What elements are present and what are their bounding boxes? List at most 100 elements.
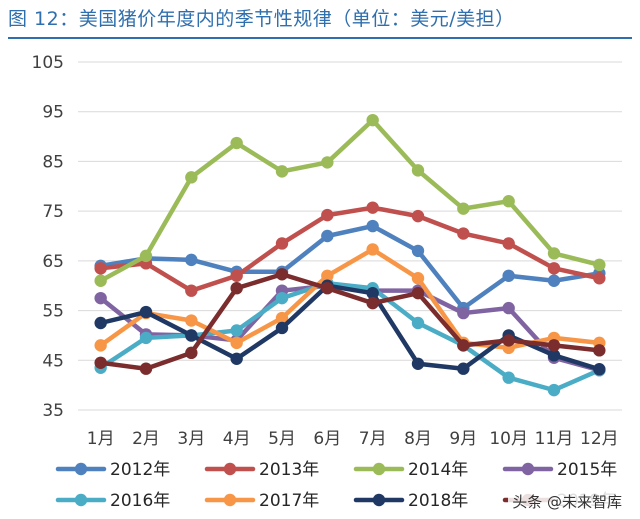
- x-tick-label: 4月: [223, 429, 251, 449]
- watermark: 头条 @未来智库: [508, 490, 626, 513]
- title-rule: [8, 37, 632, 39]
- series-line: [98, 223, 602, 311]
- data-point: [185, 284, 198, 297]
- y-axis-ticks: 35 45 55 65 75 85 95 105: [32, 53, 64, 421]
- data-point: [321, 208, 334, 222]
- legend-label: 2017年: [259, 491, 319, 511]
- data-point: [366, 296, 379, 310]
- data-point: [547, 262, 561, 275]
- data-point: [321, 156, 334, 169]
- data-point: [94, 291, 107, 305]
- data-point: [366, 219, 379, 233]
- data-point: [185, 314, 198, 327]
- data-point: [411, 286, 425, 300]
- legend-item: 2015年: [502, 460, 617, 480]
- x-axis-ticks: 1月 2月 3月 4月 5月 6月 7月 8月 9月 10月 11月 12月: [87, 429, 619, 449]
- legend-item: 2012年: [55, 460, 170, 480]
- data-point: [547, 247, 561, 260]
- data-point: [139, 362, 153, 375]
- series-2014年: [94, 113, 606, 287]
- data-point: [185, 253, 198, 267]
- data-point: [593, 344, 606, 357]
- x-tick-label: 11月: [535, 429, 574, 449]
- series-lines: [94, 113, 606, 397]
- data-point: [502, 371, 515, 384]
- data-point: [411, 244, 425, 258]
- data-point: [593, 272, 606, 285]
- y-tick-label: 65: [42, 252, 64, 272]
- data-point: [321, 229, 334, 243]
- data-point: [139, 249, 153, 263]
- data-point: [502, 334, 515, 347]
- data-point: [185, 171, 198, 184]
- legend-swatch-marker: [74, 493, 88, 507]
- data-point: [94, 339, 107, 352]
- legend-swatch-marker: [223, 462, 237, 476]
- data-point: [275, 311, 289, 325]
- data-point: [366, 286, 379, 300]
- data-point: [275, 291, 289, 305]
- legend-item: 2016年: [55, 491, 170, 511]
- data-point: [366, 113, 379, 127]
- legend-swatch-marker: [223, 493, 237, 507]
- data-point: [94, 356, 107, 369]
- data-point: [593, 258, 606, 272]
- data-point: [457, 362, 470, 375]
- data-point: [411, 316, 425, 330]
- legend-swatch-marker: [521, 462, 535, 476]
- series-line: [98, 283, 602, 372]
- legend-swatch-marker: [372, 462, 386, 476]
- data-point: [411, 357, 425, 370]
- legend-item: 2018年: [353, 491, 468, 511]
- series-2012年: [94, 219, 606, 315]
- data-point: [502, 269, 515, 282]
- data-point: [230, 336, 243, 350]
- data-point: [94, 316, 107, 330]
- x-tick-label: 7月: [359, 429, 387, 449]
- legend-item: 2014年: [353, 460, 468, 480]
- legend-item: 2013年: [204, 460, 319, 480]
- data-point: [457, 306, 470, 320]
- x-tick-label: 10月: [489, 429, 528, 449]
- data-point: [230, 352, 243, 365]
- data-point: [547, 349, 561, 362]
- x-tick-label: 5月: [268, 429, 296, 449]
- data-point: [366, 201, 379, 214]
- data-point: [547, 383, 561, 397]
- series-line: [98, 280, 602, 393]
- data-point: [230, 136, 243, 150]
- legend-label: 2014年: [408, 460, 468, 480]
- data-point: [94, 274, 107, 287]
- x-tick-label: 2月: [132, 429, 160, 449]
- data-point: [94, 262, 107, 275]
- data-point: [185, 346, 198, 360]
- y-tick-label: 105: [32, 53, 64, 73]
- data-point: [321, 269, 334, 282]
- data-point: [230, 269, 243, 282]
- data-point: [411, 272, 425, 285]
- data-point: [185, 329, 198, 342]
- data-point: [502, 237, 515, 250]
- x-tick-label: 6月: [313, 429, 341, 449]
- series-2019年: [94, 268, 606, 375]
- legend-label: 2016年: [110, 491, 170, 511]
- data-point: [275, 321, 289, 335]
- series-line: [98, 247, 602, 351]
- legend-item: 2017年: [204, 491, 319, 511]
- data-point: [547, 274, 561, 287]
- data-point: [502, 195, 515, 208]
- y-tick-label: 85: [42, 152, 64, 172]
- legend-label: 2013年: [259, 460, 319, 480]
- data-point: [457, 227, 470, 240]
- legend-swatch-marker: [74, 462, 88, 476]
- data-point: [275, 237, 289, 250]
- data-point: [457, 339, 470, 352]
- data-point: [321, 282, 334, 295]
- y-tick-label: 55: [42, 302, 64, 322]
- legend-swatch-marker: [372, 493, 386, 507]
- legend-label: 2015年: [557, 460, 617, 480]
- legend-label: 2012年: [110, 460, 170, 480]
- x-tick-label: 9月: [449, 429, 477, 449]
- data-point: [457, 202, 470, 215]
